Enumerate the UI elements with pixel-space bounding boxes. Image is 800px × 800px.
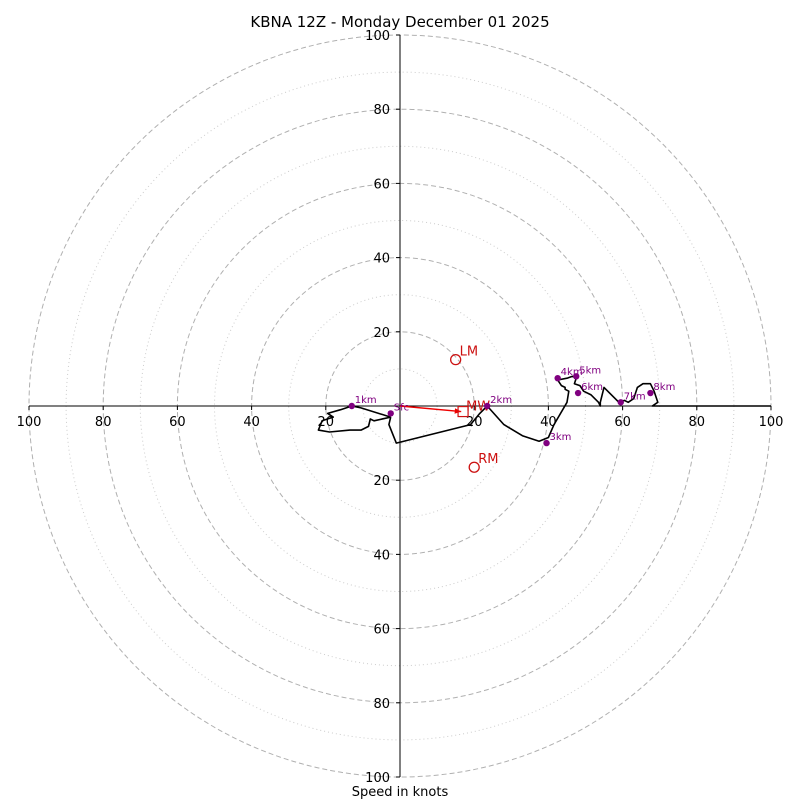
storm-motion-lm-marker <box>449 353 462 366</box>
x-tick-label-left: 80 <box>95 415 112 430</box>
height-label-7km: 7km <box>624 391 646 402</box>
x-tick-label-right: 20 <box>466 415 483 430</box>
height-label-3km: 3km <box>550 432 572 443</box>
shear-vector <box>399 405 462 413</box>
y-tick-label-down: 60 <box>373 623 390 638</box>
x-tick-label-right: 60 <box>614 415 631 430</box>
height-label-2km: 2km <box>490 395 512 406</box>
y-tick-label-down: 100 <box>365 771 390 786</box>
y-tick-label-up: 40 <box>373 252 390 267</box>
storm-motion-rm-label: RM <box>478 452 498 467</box>
height-label-sfc: Sfc <box>394 402 409 413</box>
x-axis-label: Speed in knots <box>352 785 449 800</box>
height-label-6km: 6km <box>581 382 603 393</box>
height-label-4km: 4km <box>561 367 583 378</box>
height-point-4km <box>554 374 561 382</box>
height-point-1km <box>348 402 355 410</box>
y-tick-label-down: 20 <box>373 474 390 489</box>
y-tick-label-down: 40 <box>373 548 390 563</box>
height-point-5km <box>573 373 580 380</box>
y-tick-label-up: 100 <box>365 29 390 44</box>
y-tick-label-up: 80 <box>373 103 390 118</box>
x-tick-label-right: 80 <box>689 415 706 430</box>
y-tick-label-up: 60 <box>373 177 390 192</box>
height-point-sfc <box>387 410 394 417</box>
x-tick-label-left: 40 <box>243 415 260 430</box>
x-tick-label-right: 100 <box>759 415 784 430</box>
hodograph-trace <box>388 375 771 444</box>
x-tick-label-right: 40 <box>540 415 557 430</box>
x-tick-label-left: 100 <box>17 415 42 430</box>
y-tick-label-down: 80 <box>373 697 390 712</box>
height-point-3km <box>543 439 550 447</box>
hodograph-series <box>317 375 771 444</box>
mean-wind-marker <box>457 405 469 418</box>
storm-motion-rm-marker <box>468 461 480 473</box>
x-tick-label-left: 60 <box>169 415 186 430</box>
y-tick-label-up: 20 <box>373 326 390 341</box>
height-label-5km: 5km <box>579 365 601 376</box>
chart-title: KBNA 12Z - Monday December 01 2025 <box>250 13 549 31</box>
surface-wind-trace <box>317 405 391 433</box>
mean-wind-label: MW <box>466 400 490 415</box>
height-label-1km: 1km <box>355 395 377 406</box>
height-point-7km <box>617 399 624 406</box>
height-point-6km <box>574 389 582 397</box>
height-point-8km <box>647 389 654 397</box>
storm-motion-lm-label: LM <box>460 345 478 360</box>
height-point-2km <box>483 402 491 410</box>
height-label-8km: 8km <box>653 382 675 393</box>
